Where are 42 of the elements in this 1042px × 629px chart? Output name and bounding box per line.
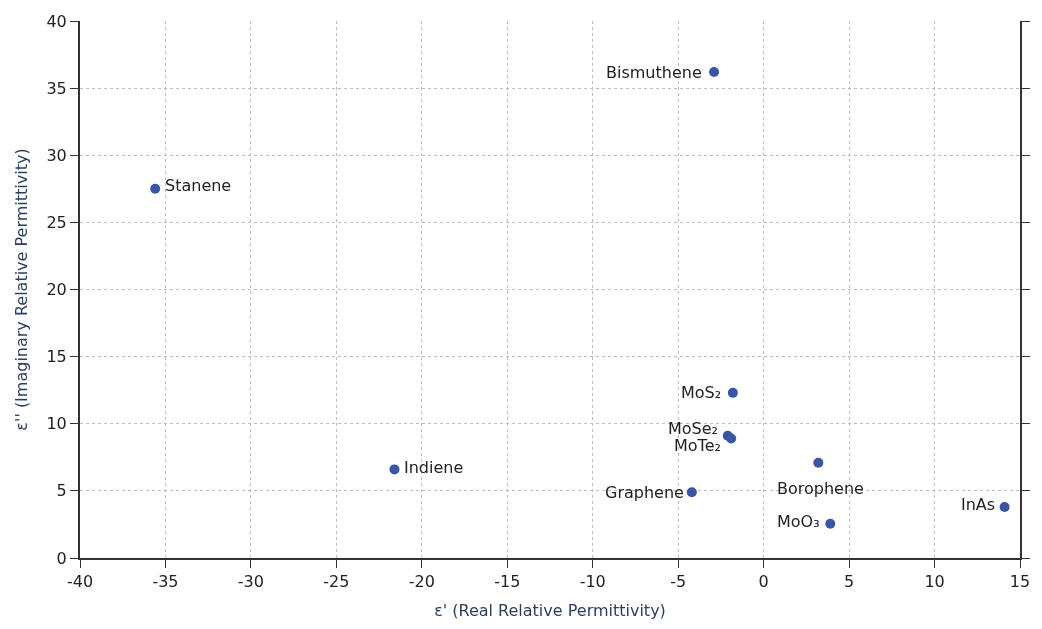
point <box>686 487 697 498</box>
y-tick-label: 10 <box>46 414 67 434</box>
point <box>813 457 824 468</box>
annotation: Indiene <box>404 458 464 477</box>
point <box>726 433 737 444</box>
point <box>389 464 400 475</box>
x-axis-title: ε' (Real Relative Permittivity) <box>434 601 666 621</box>
x-tick-label: -5 <box>670 572 687 592</box>
annotation: MoSe₂ <box>668 419 719 438</box>
point <box>709 67 720 78</box>
y-tick-label: 0 <box>56 548 67 568</box>
annotation: Stanene <box>165 176 232 195</box>
y-tick-label: 15 <box>46 347 67 367</box>
x-tick-label: -35 <box>152 572 179 592</box>
x-tick-label: 15 <box>1009 572 1031 592</box>
y-axis-title: ε'' (Imaginary Relative Permittivity) <box>11 148 31 431</box>
annotation: Bismuthene <box>606 63 702 82</box>
annotation: MoS₂ <box>681 383 722 402</box>
y-tick-label: 30 <box>46 145 67 165</box>
y-tick-label: 35 <box>46 78 67 98</box>
annotation: Graphene <box>605 483 684 502</box>
annotation: MoO₃ <box>777 512 820 531</box>
x-tick-label: -30 <box>237 572 264 592</box>
x-tick-label: 5 <box>844 572 855 592</box>
x-tick-label: -10 <box>579 572 606 592</box>
annotation: MoTe₂ <box>674 436 721 455</box>
point <box>825 518 836 529</box>
annotation: InAs <box>961 495 996 514</box>
point <box>727 387 738 398</box>
x-tick-label: 0 <box>758 572 769 592</box>
x-tick-label: -40 <box>66 572 94 592</box>
y-tick-label: 20 <box>46 280 67 300</box>
y-tick-label: 5 <box>56 481 67 501</box>
x-tick-label: -25 <box>323 572 350 592</box>
x-tick-label: -20 <box>408 572 435 592</box>
point <box>150 183 161 194</box>
y-tick-label: 40 <box>46 11 67 31</box>
x-tick-label: 10 <box>924 572 945 592</box>
annotation: Borophene <box>777 479 864 498</box>
y-tick-label: 25 <box>46 212 67 232</box>
x-tick-label: -15 <box>494 572 521 592</box>
point <box>999 501 1010 512</box>
